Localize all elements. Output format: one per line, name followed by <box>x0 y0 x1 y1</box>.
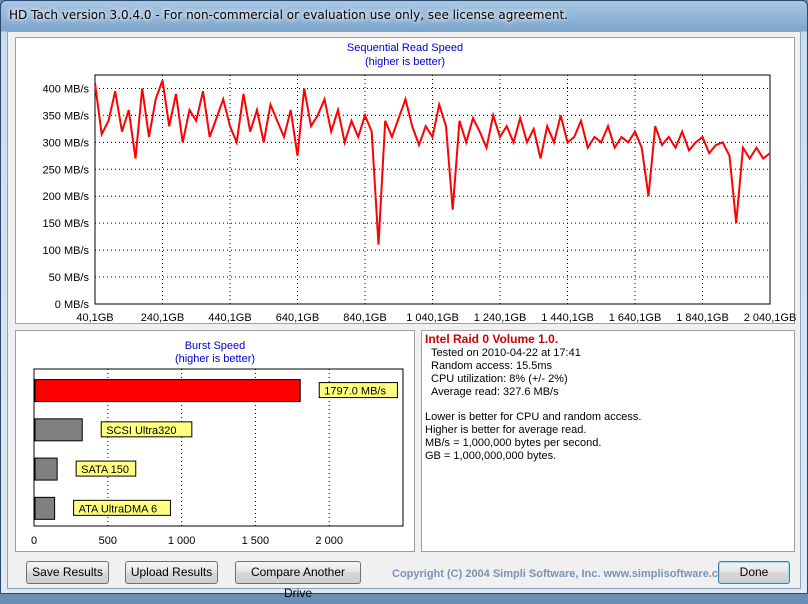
sequential-chart-title: Sequential Read Speed <box>346 42 464 54</box>
compare-another-drive-button[interactable]: Compare Another Drive <box>235 561 361 600</box>
note-mbs-definition: MB/s = 1,000,000 bytes per second. <box>425 437 602 449</box>
note-higher-better: Higher is better for average read. <box>425 424 587 436</box>
done-button[interactable]: Done <box>718 561 790 584</box>
title-bar[interactable]: HD Tach version 3.0.4.0 - For non-commer… <box>1 1 807 31</box>
window-title: HD Tach version 3.0.4.0 - For non-commer… <box>9 8 568 22</box>
note-lower-better: Lower is better for CPU and random acces… <box>425 411 642 423</box>
tested-on: Tested on 2010-04-22 at 17:41 <box>431 347 581 359</box>
cpu-utilization: CPU utilization: 8% (+/- 2%) <box>431 373 568 385</box>
sequential-read-panel <box>15 37 795 324</box>
drive-name: Intel Raid 0 Volume 1.0. <box>425 332 559 346</box>
sequential-chart-subtitle: (higher is better) <box>364 56 446 68</box>
copyright-text: Copyright (C) 2004 Simpli Software, Inc.… <box>392 568 718 580</box>
burst-chart-title: Burst Speed <box>184 340 246 352</box>
average-read: Average read: 327.6 MB/s <box>431 386 559 398</box>
random-access: Random access: 15.5ms <box>431 360 553 372</box>
save-results-button[interactable]: Save Results <box>26 561 109 584</box>
note-gb-definition: GB = 1,000,000,000 bytes. <box>425 450 557 462</box>
info-panel <box>421 330 795 552</box>
burst-chart-subtitle: (higher is better) <box>174 353 256 365</box>
upload-results-button[interactable]: Upload Results <box>125 561 218 584</box>
